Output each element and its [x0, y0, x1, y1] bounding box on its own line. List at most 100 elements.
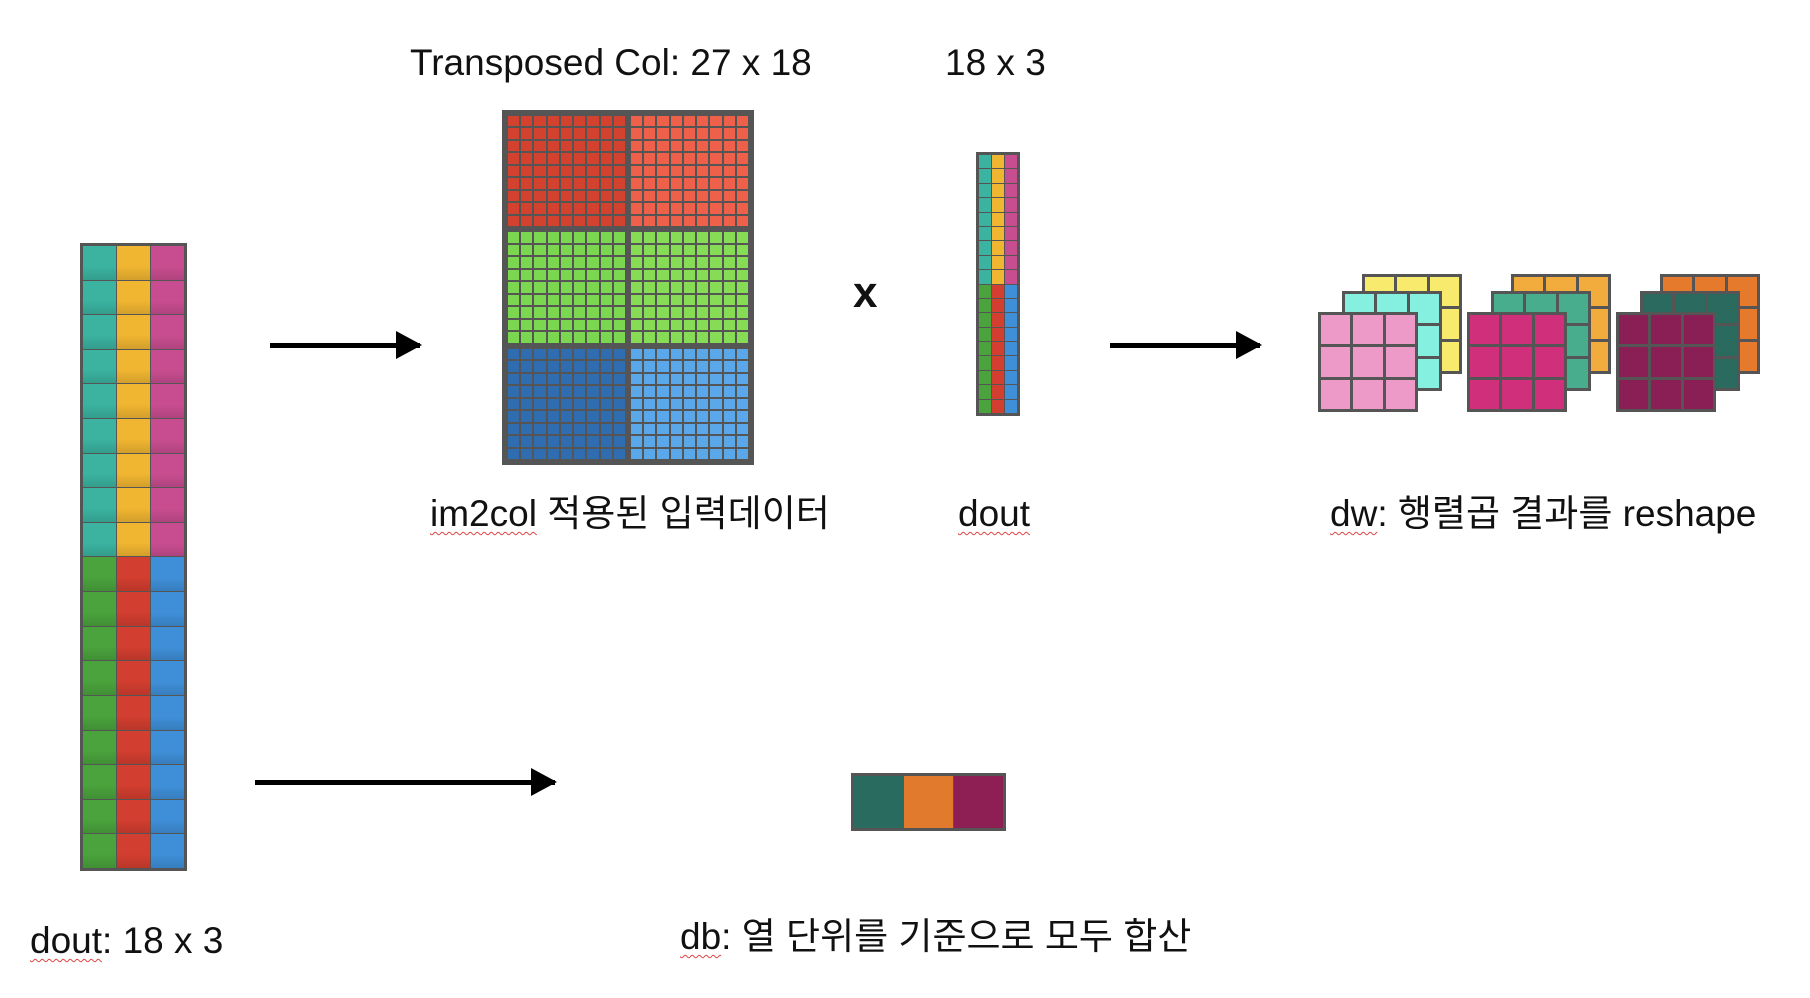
col-cell — [631, 165, 643, 177]
col-cell — [644, 282, 656, 293]
col-cell — [736, 332, 748, 343]
col-cell — [670, 294, 682, 306]
col-cell — [587, 244, 599, 256]
col-cell — [560, 244, 573, 256]
col-cell — [657, 373, 669, 385]
dout-cell — [151, 695, 184, 730]
col-cell — [613, 190, 625, 202]
col-cell — [600, 165, 612, 177]
col-cell — [631, 398, 643, 410]
col-cell — [587, 411, 599, 422]
col-cell — [697, 257, 709, 268]
col-cell — [534, 140, 546, 152]
col-cell — [574, 386, 586, 397]
dout-cell — [117, 384, 150, 419]
dout-cell — [1005, 385, 1017, 399]
dw-caption: dw: 행렬곱 결과를 reshape — [1330, 495, 1756, 532]
dout-cell — [1005, 313, 1017, 327]
col-cell — [508, 116, 520, 127]
col-cell — [613, 178, 625, 189]
col-cell — [697, 332, 709, 343]
col-cell — [547, 282, 559, 293]
col-cell — [644, 361, 656, 372]
dout-cell — [1005, 284, 1017, 298]
col-cell — [560, 373, 573, 385]
col-cell — [657, 257, 669, 268]
col-cell — [560, 423, 573, 435]
col-cell — [613, 203, 625, 214]
dw-cell — [1502, 347, 1532, 377]
dout-cell — [992, 284, 1004, 298]
dout-cell — [1005, 183, 1017, 198]
col-cell — [574, 116, 586, 127]
col-cell — [657, 215, 669, 227]
dout-bottom-caption: dout: 18 x 3 — [30, 922, 223, 959]
col-cell — [560, 190, 573, 202]
col-cell — [723, 190, 735, 202]
col-cell — [631, 373, 643, 385]
col-cell — [587, 190, 599, 202]
col-cell — [534, 373, 546, 385]
col-cell — [683, 140, 696, 152]
col-cell — [670, 269, 682, 281]
dout-cell — [83, 349, 116, 384]
col-cell — [710, 232, 722, 243]
col-cell — [547, 190, 559, 202]
col-cell — [508, 190, 520, 202]
col-cell — [631, 361, 643, 372]
col-cell — [574, 294, 586, 306]
col-cell — [547, 373, 559, 385]
col-cell — [697, 411, 709, 422]
arrow-to-col — [270, 331, 422, 359]
col-cell — [574, 215, 586, 227]
dout-cell — [83, 315, 116, 349]
dout-cell — [1005, 155, 1017, 169]
dw-cell — [1683, 379, 1713, 409]
col-cell — [600, 294, 612, 306]
dout-cell — [992, 255, 1004, 270]
col-cell — [644, 190, 656, 202]
col-cell — [670, 448, 682, 459]
col-cell — [683, 282, 696, 293]
col-cell — [683, 348, 696, 360]
dout-cell — [83, 488, 116, 522]
dw-cell — [1534, 379, 1564, 409]
col-cell — [521, 411, 533, 422]
dw-cell — [1619, 315, 1649, 345]
dout-cell — [151, 522, 184, 557]
col-cell — [521, 373, 533, 385]
col-cell — [657, 436, 669, 447]
col-cell — [631, 348, 643, 360]
col-cell — [736, 411, 748, 422]
col-cell — [600, 423, 612, 435]
col-cell — [534, 319, 546, 331]
dw-filter-layer — [1467, 312, 1567, 412]
dout-cell — [992, 370, 1004, 385]
dout-cell — [992, 155, 1004, 169]
col-cell — [547, 257, 559, 268]
col-cell — [508, 244, 520, 256]
dout-cell — [1005, 241, 1017, 255]
col-cell — [723, 244, 735, 256]
dout-cell — [979, 313, 991, 327]
col-cell — [508, 140, 520, 152]
dout-cell — [992, 198, 1004, 212]
col-cell — [547, 140, 559, 152]
multiply-sign: x — [853, 268, 878, 317]
col-cell — [736, 190, 748, 202]
col-cell — [534, 423, 546, 435]
col-cell — [613, 244, 625, 256]
col-cell — [547, 386, 559, 397]
col-cell — [587, 203, 599, 214]
col-cell — [508, 282, 520, 293]
col-cell — [587, 307, 599, 318]
dout-cell — [83, 730, 116, 765]
dw-cell — [1651, 347, 1681, 377]
col-cell — [670, 232, 682, 243]
col-cell — [574, 128, 586, 139]
col-cell — [534, 232, 546, 243]
col-cell — [683, 332, 696, 343]
col-cell — [587, 436, 599, 447]
col-cell — [670, 244, 682, 256]
col-cell — [613, 128, 625, 139]
